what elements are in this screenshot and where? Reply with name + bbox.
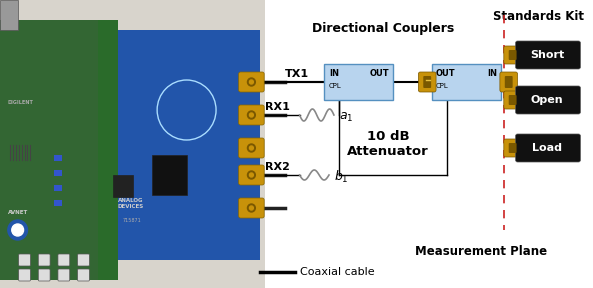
FancyBboxPatch shape bbox=[0, 0, 265, 288]
Text: $a_1$: $a_1$ bbox=[339, 111, 353, 124]
FancyBboxPatch shape bbox=[54, 155, 62, 161]
FancyBboxPatch shape bbox=[54, 170, 62, 176]
Text: $b_1$: $b_1$ bbox=[334, 169, 349, 185]
Circle shape bbox=[250, 113, 253, 117]
Text: Open: Open bbox=[531, 95, 563, 105]
FancyBboxPatch shape bbox=[423, 76, 431, 88]
Circle shape bbox=[250, 206, 253, 210]
FancyBboxPatch shape bbox=[18, 254, 30, 266]
FancyBboxPatch shape bbox=[504, 91, 521, 109]
Text: RX2: RX2 bbox=[265, 162, 290, 172]
Text: ANALOG
DEVICES: ANALOG DEVICES bbox=[118, 198, 144, 209]
FancyBboxPatch shape bbox=[324, 64, 393, 100]
Circle shape bbox=[250, 80, 253, 84]
FancyBboxPatch shape bbox=[18, 269, 30, 281]
Circle shape bbox=[247, 144, 256, 152]
FancyBboxPatch shape bbox=[509, 143, 517, 153]
Circle shape bbox=[8, 220, 27, 240]
Text: IN: IN bbox=[329, 69, 339, 79]
FancyBboxPatch shape bbox=[78, 254, 90, 266]
Text: DIGILENT: DIGILENT bbox=[8, 100, 34, 105]
FancyBboxPatch shape bbox=[113, 175, 133, 197]
FancyBboxPatch shape bbox=[515, 86, 581, 114]
FancyBboxPatch shape bbox=[238, 165, 264, 185]
FancyBboxPatch shape bbox=[78, 269, 90, 281]
FancyBboxPatch shape bbox=[58, 254, 70, 266]
Text: RX1: RX1 bbox=[265, 102, 290, 112]
FancyBboxPatch shape bbox=[504, 139, 521, 157]
Circle shape bbox=[247, 204, 256, 212]
FancyBboxPatch shape bbox=[509, 50, 517, 60]
Text: Coaxial cable: Coaxial cable bbox=[299, 267, 374, 277]
FancyBboxPatch shape bbox=[39, 254, 50, 266]
Text: 715871: 715871 bbox=[123, 218, 142, 223]
Text: OUT: OUT bbox=[436, 69, 455, 79]
FancyBboxPatch shape bbox=[238, 138, 264, 158]
FancyBboxPatch shape bbox=[504, 46, 521, 64]
FancyBboxPatch shape bbox=[39, 269, 50, 281]
Text: Short: Short bbox=[530, 50, 564, 60]
FancyBboxPatch shape bbox=[432, 64, 501, 100]
Text: OUT: OUT bbox=[369, 69, 389, 79]
Circle shape bbox=[12, 224, 24, 236]
FancyBboxPatch shape bbox=[515, 134, 581, 162]
Text: CPL: CPL bbox=[436, 83, 449, 89]
FancyBboxPatch shape bbox=[515, 41, 581, 69]
Text: AVNET: AVNET bbox=[8, 210, 28, 215]
Text: CPL: CPL bbox=[329, 83, 342, 89]
Circle shape bbox=[250, 173, 253, 177]
FancyBboxPatch shape bbox=[500, 72, 518, 92]
Text: Standards Kit: Standards Kit bbox=[493, 10, 584, 23]
FancyBboxPatch shape bbox=[152, 155, 187, 195]
FancyBboxPatch shape bbox=[505, 76, 512, 88]
Text: 10 dB
Attenuator: 10 dB Attenuator bbox=[347, 130, 429, 158]
FancyBboxPatch shape bbox=[54, 200, 62, 206]
Text: TX1: TX1 bbox=[285, 69, 309, 79]
FancyBboxPatch shape bbox=[238, 198, 264, 218]
FancyBboxPatch shape bbox=[419, 72, 436, 92]
FancyBboxPatch shape bbox=[238, 72, 264, 92]
FancyBboxPatch shape bbox=[0, 0, 18, 30]
Text: IN: IN bbox=[487, 69, 497, 79]
Text: Load: Load bbox=[532, 143, 562, 153]
Circle shape bbox=[247, 78, 256, 86]
FancyBboxPatch shape bbox=[238, 105, 264, 125]
Text: Measurement Plane: Measurement Plane bbox=[415, 245, 547, 258]
FancyBboxPatch shape bbox=[0, 20, 98, 280]
Circle shape bbox=[247, 111, 256, 119]
FancyBboxPatch shape bbox=[509, 95, 517, 105]
Circle shape bbox=[247, 171, 256, 179]
FancyBboxPatch shape bbox=[54, 185, 62, 191]
FancyBboxPatch shape bbox=[88, 30, 260, 260]
Circle shape bbox=[250, 146, 253, 150]
Text: Directional Couplers: Directional Couplers bbox=[312, 22, 454, 35]
FancyBboxPatch shape bbox=[58, 269, 70, 281]
FancyBboxPatch shape bbox=[0, 20, 118, 280]
